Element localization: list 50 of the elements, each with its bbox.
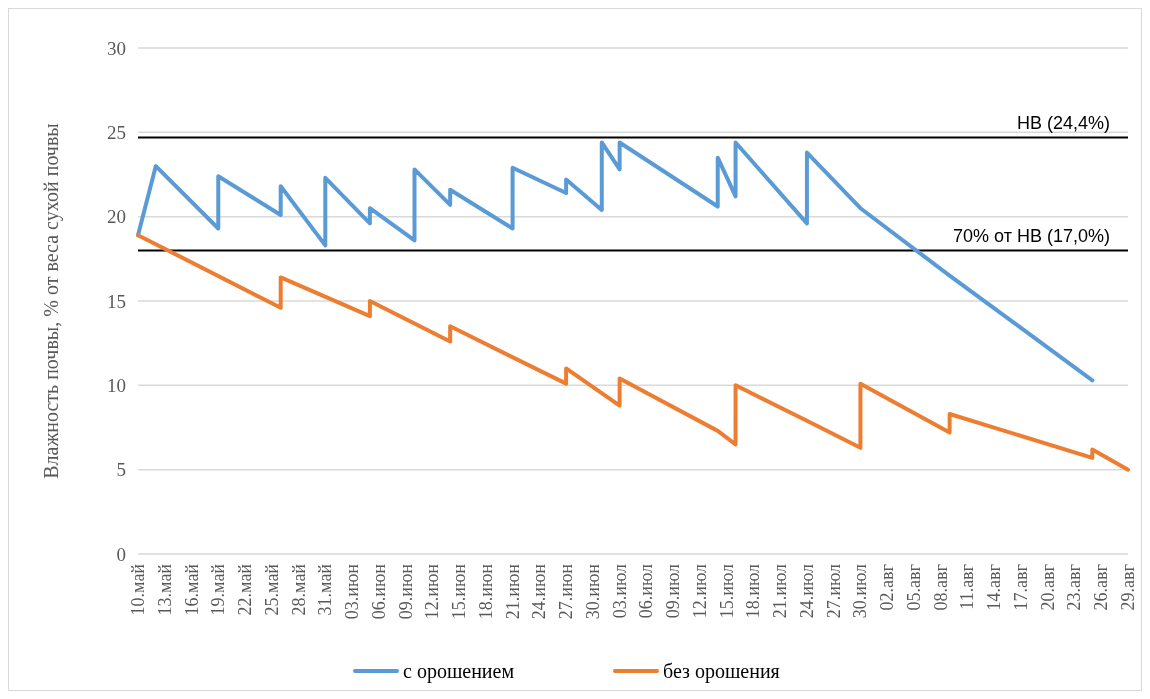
ref-line-label: НВ (24,4%) — [1016, 113, 1110, 134]
x-tick-label: 08.авг — [930, 564, 951, 611]
y-tick-label: 20 — [107, 206, 126, 228]
x-tick-label: 25.май — [261, 563, 282, 616]
x-tick-label: 13.май — [154, 563, 175, 616]
x-tick-label: 23.авг — [1064, 564, 1085, 611]
x-tick-label: 26.авг — [1091, 564, 1112, 611]
y-tick-label: 15 — [107, 290, 126, 312]
x-tick-label: 12.июл — [689, 563, 710, 619]
x-tick-label: 15.июн — [449, 563, 470, 620]
x-tick-label: 20.авг — [1037, 564, 1058, 611]
x-tick-label: 06.июл — [636, 563, 657, 619]
x-tick-label: 03.июл — [609, 563, 630, 619]
x-tick-label: 30.июл — [850, 563, 871, 619]
y-tick-label: 0 — [116, 543, 126, 565]
x-tick-label: 24.июл — [796, 563, 817, 619]
x-tick-label: 18.июл — [743, 563, 764, 619]
x-tick-label: 30.июн — [582, 563, 603, 620]
x-tick-label: 11.авг — [957, 564, 978, 610]
x-tick-label: 28.май — [288, 563, 309, 616]
y-axis-title: Влажность почвы, % от веса сухой почвы — [40, 123, 63, 479]
x-tick-label: 15.июл — [716, 563, 737, 619]
x-tick-label: 21.июн — [502, 563, 523, 620]
x-tick-label: 21.июл — [770, 563, 791, 619]
x-tick-label: 16.май — [181, 563, 202, 616]
x-tick-label: 17.авг — [1010, 564, 1031, 611]
x-tick-label: 27.июл — [823, 563, 844, 619]
y-tick-label: 30 — [107, 37, 126, 59]
x-tick-label: 22.май — [235, 563, 256, 616]
x-tick-label: 19.май — [208, 563, 229, 616]
x-tick-label: 09.июл — [663, 563, 684, 619]
x-tick-label: 05.авг — [903, 564, 924, 611]
legend-label: с орошением — [403, 660, 515, 683]
x-tick-label: 02.авг — [877, 564, 898, 611]
y-tick-label: 5 — [116, 459, 126, 481]
y-tick-label: 25 — [107, 121, 126, 143]
x-tick-label: 31.май — [315, 563, 336, 616]
x-tick-label: 10.май — [128, 563, 148, 616]
x-tick-label: 24.июн — [529, 563, 550, 620]
x-tick-label: 03.июн — [342, 563, 363, 620]
x-tick-label: 27.июн — [556, 563, 577, 620]
y-tick-label: 10 — [107, 374, 126, 396]
legend-label: без орошения — [663, 660, 780, 683]
x-tick-label: 12.июн — [422, 563, 443, 620]
x-tick-label: 29.авг — [1118, 564, 1138, 611]
x-tick-label: 09.июн — [395, 563, 416, 620]
x-tick-label: 06.июн — [368, 563, 389, 620]
x-tick-label: 18.июн — [475, 563, 496, 620]
x-tick-label: 14.авг — [984, 564, 1005, 611]
ref-line-label: 70% от НВ (17,0%) — [953, 226, 1110, 247]
